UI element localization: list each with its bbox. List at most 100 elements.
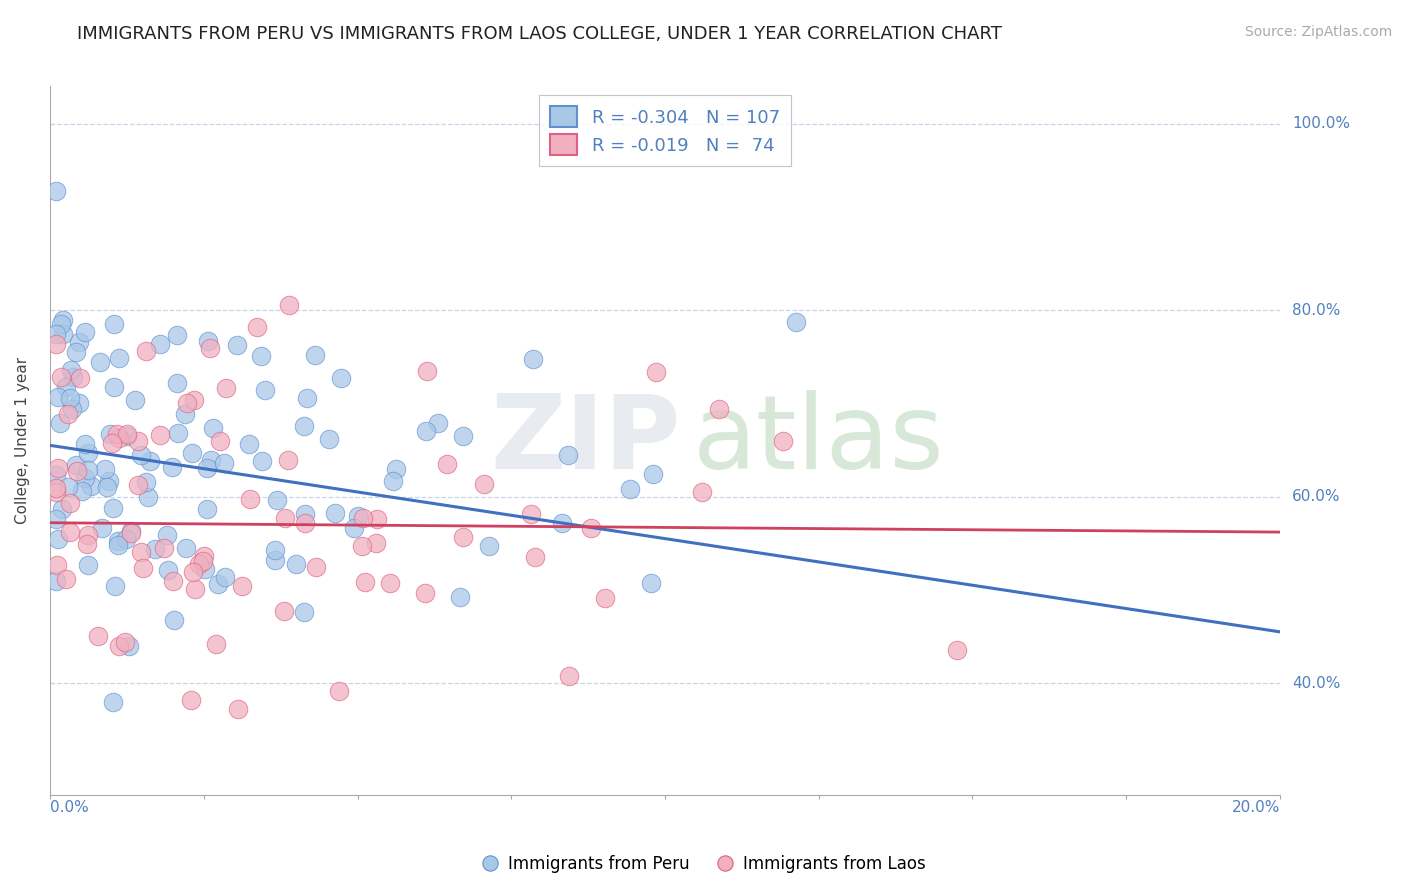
Immigrants from Peru bbox=[101, 695, 124, 709]
Immigrants from Peru bbox=[250, 454, 273, 468]
Immigrants from Laos bbox=[277, 298, 299, 312]
Immigrants from Peru bbox=[129, 448, 152, 462]
Immigrants from Peru bbox=[67, 396, 90, 410]
Immigrants from Peru bbox=[104, 579, 127, 593]
Immigrants from Laos bbox=[115, 426, 138, 441]
Text: 0.0%: 0.0% bbox=[51, 800, 89, 814]
Immigrants from Peru bbox=[93, 461, 115, 475]
Immigrants from Laos bbox=[366, 536, 388, 550]
Immigrants from Peru bbox=[89, 355, 111, 369]
Immigrants from Laos bbox=[153, 541, 176, 555]
Immigrants from Peru bbox=[118, 639, 141, 653]
Immigrants from Laos bbox=[101, 435, 124, 450]
Legend: Immigrants from Peru, Immigrants from Laos: Immigrants from Peru, Immigrants from La… bbox=[474, 848, 932, 880]
Immigrants from Peru bbox=[62, 370, 84, 384]
Text: 60.0%: 60.0% bbox=[1292, 489, 1341, 504]
Immigrants from Peru bbox=[45, 326, 67, 341]
Immigrants from Laos bbox=[593, 591, 616, 605]
Immigrants from Peru bbox=[75, 436, 97, 450]
Immigrants from Peru bbox=[59, 391, 82, 405]
Immigrants from Peru bbox=[76, 558, 98, 573]
Immigrants from Peru bbox=[163, 613, 186, 627]
Immigrants from Peru bbox=[167, 425, 190, 440]
Immigrants from Laos bbox=[87, 629, 110, 643]
Immigrants from Peru bbox=[250, 349, 273, 363]
Immigrants from Laos bbox=[49, 370, 72, 384]
Text: ZIP: ZIP bbox=[489, 390, 681, 491]
Immigrants from Peru bbox=[73, 325, 96, 339]
Immigrants from Peru bbox=[90, 521, 112, 535]
Immigrants from Peru bbox=[426, 416, 449, 430]
Immigrants from Laos bbox=[193, 549, 215, 563]
Immigrants from Peru bbox=[238, 437, 260, 451]
Immigrants from Laos bbox=[352, 540, 374, 554]
Immigrants from Peru bbox=[156, 528, 179, 542]
Immigrants from Peru bbox=[343, 521, 366, 535]
Immigrants from Laos bbox=[274, 511, 297, 525]
Immigrants from Laos bbox=[294, 516, 316, 530]
Immigrants from Laos bbox=[193, 554, 215, 568]
Immigrants from Peru bbox=[51, 501, 73, 516]
Immigrants from Laos bbox=[181, 565, 204, 579]
Immigrants from Laos bbox=[77, 528, 100, 542]
Immigrants from Laos bbox=[107, 639, 129, 653]
Immigrants from Peru bbox=[522, 352, 544, 367]
Text: 20.0%: 20.0% bbox=[1232, 800, 1279, 814]
Immigrants from Peru bbox=[200, 453, 222, 467]
Immigrants from Peru bbox=[107, 538, 129, 552]
Immigrants from Laos bbox=[305, 560, 328, 574]
Immigrants from Peru bbox=[264, 553, 287, 567]
Immigrants from Peru bbox=[101, 501, 124, 516]
Immigrants from Peru bbox=[557, 448, 579, 462]
Immigrants from Laos bbox=[239, 491, 262, 506]
Immigrants from Laos bbox=[523, 549, 546, 564]
Immigrants from Peru bbox=[176, 541, 198, 556]
Immigrants from Laos bbox=[46, 460, 69, 475]
Immigrants from Peru bbox=[98, 475, 121, 489]
Immigrants from Peru bbox=[162, 460, 184, 475]
Immigrants from Laos bbox=[380, 576, 402, 591]
Immigrants from Peru bbox=[80, 479, 103, 493]
Immigrants from Peru bbox=[181, 446, 204, 460]
Immigrants from Peru bbox=[45, 468, 67, 483]
Immigrants from Peru bbox=[136, 490, 159, 504]
Immigrants from Peru bbox=[385, 461, 408, 475]
Immigrants from Laos bbox=[644, 364, 666, 378]
Immigrants from Laos bbox=[328, 683, 350, 698]
Immigrants from Laos bbox=[520, 507, 543, 521]
Y-axis label: College, Under 1 year: College, Under 1 year bbox=[15, 357, 30, 524]
Immigrants from Peru bbox=[77, 446, 100, 460]
Immigrants from Peru bbox=[264, 542, 287, 557]
Immigrants from Laos bbox=[231, 579, 253, 593]
Immigrants from Peru bbox=[143, 542, 166, 557]
Immigrants from Peru bbox=[166, 376, 188, 390]
Immigrants from Peru bbox=[292, 605, 315, 619]
Immigrants from Laos bbox=[105, 426, 128, 441]
Immigrants from Peru bbox=[67, 334, 90, 349]
Immigrants from Peru bbox=[73, 471, 96, 485]
Immigrants from Laos bbox=[273, 603, 295, 617]
Immigrants from Peru bbox=[55, 380, 77, 394]
Immigrants from Laos bbox=[200, 342, 222, 356]
Immigrants from Peru bbox=[52, 326, 75, 341]
Immigrants from Peru bbox=[478, 539, 501, 553]
Immigrants from Peru bbox=[785, 315, 807, 329]
Immigrants from Peru bbox=[149, 336, 172, 351]
Immigrants from Peru bbox=[46, 532, 69, 546]
Immigrants from Peru bbox=[77, 463, 100, 477]
Immigrants from Peru bbox=[45, 574, 67, 588]
Immigrants from Peru bbox=[72, 483, 94, 498]
Immigrants from Laos bbox=[127, 434, 149, 448]
Immigrants from Peru bbox=[381, 474, 404, 488]
Immigrants from Peru bbox=[108, 351, 131, 365]
Immigrants from Laos bbox=[451, 530, 474, 544]
Immigrants from Peru bbox=[330, 371, 353, 385]
Immigrants from Laos bbox=[188, 557, 211, 571]
Immigrants from Peru bbox=[254, 384, 277, 398]
Immigrants from Laos bbox=[416, 364, 439, 378]
Immigrants from Laos bbox=[474, 477, 496, 491]
Immigrants from Peru bbox=[640, 575, 662, 590]
Immigrants from Laos bbox=[183, 392, 205, 407]
Immigrants from Peru bbox=[56, 480, 79, 494]
Immigrants from Laos bbox=[59, 524, 82, 539]
